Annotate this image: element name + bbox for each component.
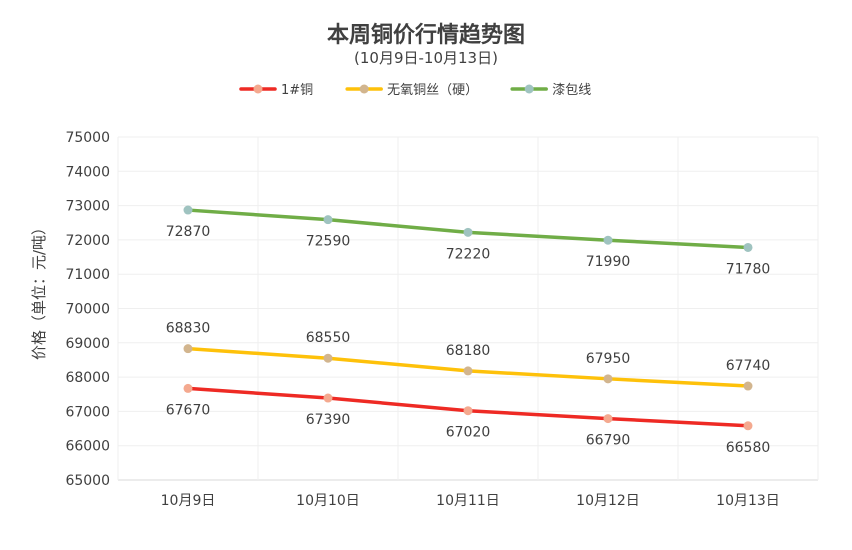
y-tick-label: 67000 xyxy=(65,404,110,420)
data-point xyxy=(603,414,613,424)
data-label: 71780 xyxy=(726,261,771,277)
data-point xyxy=(603,235,613,245)
data-label: 68550 xyxy=(306,330,351,346)
legend-label: 1#铜 xyxy=(281,83,313,98)
y-tick-label: 69000 xyxy=(65,336,110,352)
data-point xyxy=(743,381,753,391)
data-point xyxy=(743,421,753,431)
data-label: 67670 xyxy=(166,402,211,418)
y-axis-label: 价格（单位：元/吨） xyxy=(30,220,48,360)
data-label: 67020 xyxy=(446,425,491,441)
legend-item-3: 漆包线 xyxy=(510,82,591,98)
data-label: 72590 xyxy=(306,234,351,250)
data-point xyxy=(463,227,473,237)
series-1: 67670 67390 67020 66790 66580 xyxy=(166,383,771,456)
x-tick-label: 10月13日 xyxy=(716,493,780,509)
y-tick-label: 68000 xyxy=(65,370,110,386)
legend-item-2: 无氧铜丝（硬） xyxy=(345,83,478,98)
chart-subtitle: (10月9日-10月13日) xyxy=(354,49,498,67)
chart-title: 本周铜价行情趋势图 xyxy=(327,22,525,48)
y-tick-label: 70000 xyxy=(65,302,110,318)
x-axis: 10月9日 10月10日 10月11日 10月12日 10月13日 xyxy=(161,493,780,509)
legend-marker xyxy=(253,84,263,94)
data-point xyxy=(743,242,753,252)
legend-marker xyxy=(524,84,534,94)
data-point xyxy=(183,344,193,354)
x-tick-label: 10月11日 xyxy=(436,493,500,509)
y-tick-label: 73000 xyxy=(65,199,110,215)
y-tick-label: 72000 xyxy=(65,233,110,249)
x-tick-label: 10月10日 xyxy=(296,493,360,509)
x-tick-label: 10月9日 xyxy=(161,493,216,509)
data-point xyxy=(323,353,333,363)
y-tick-label: 75000 xyxy=(65,130,110,146)
data-point xyxy=(323,393,333,403)
y-tick-label: 71000 xyxy=(65,267,110,283)
data-label: 67950 xyxy=(586,351,631,367)
legend: 1#铜 无氧铜丝（硬） 漆包线 xyxy=(239,82,591,98)
data-label: 72220 xyxy=(446,246,491,262)
y-tick-label: 65000 xyxy=(65,473,110,489)
series-3: 72870 72590 72220 71990 71780 xyxy=(166,205,771,277)
legend-label: 漆包线 xyxy=(552,82,591,98)
data-label: 71990 xyxy=(586,254,631,270)
data-label: 72870 xyxy=(166,224,211,240)
data-label: 68180 xyxy=(446,343,491,359)
x-tick-label: 10月12日 xyxy=(576,493,640,509)
y-tick-label: 66000 xyxy=(65,439,110,455)
data-point xyxy=(463,366,473,376)
data-point xyxy=(323,215,333,225)
legend-label: 无氧铜丝（硬） xyxy=(387,83,478,98)
data-point xyxy=(603,374,613,384)
series-group: 67670 67390 67020 66790 66580 68830 68550 68180… xyxy=(166,205,771,456)
data-label: 68830 xyxy=(166,321,211,337)
legend-marker xyxy=(359,84,369,94)
data-label: 66580 xyxy=(726,440,771,456)
data-point xyxy=(183,205,193,215)
data-point xyxy=(463,406,473,416)
data-label: 66790 xyxy=(586,433,631,449)
data-label: 67390 xyxy=(306,412,351,428)
legend-item-1: 1#铜 xyxy=(239,83,313,98)
series-2: 68830 68550 68180 67950 67740 xyxy=(166,321,771,391)
data-point xyxy=(183,383,193,393)
y-tick-label: 74000 xyxy=(65,164,110,180)
data-label: 67740 xyxy=(726,358,771,374)
y-axis: 65000 66000 67000 68000 69000 70000 71000 72000… xyxy=(65,130,110,489)
